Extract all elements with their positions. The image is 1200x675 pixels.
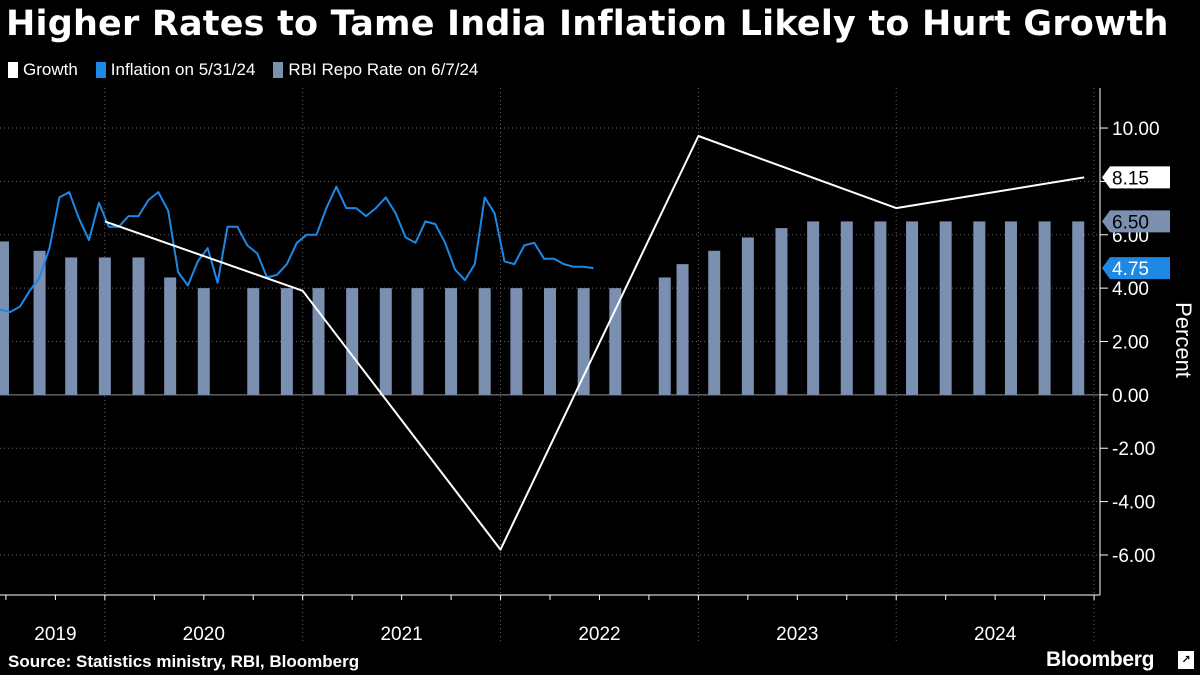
- brand-logo: Bloomberg: [1046, 648, 1155, 671]
- repo-bar: [65, 257, 78, 395]
- legend-item-repo: RBI Repo Rate on 6/7/24: [273, 60, 478, 80]
- repo-bar: [346, 288, 359, 395]
- x-year-label: 2022: [578, 624, 620, 645]
- repo-bar: [840, 221, 853, 395]
- repo-bar: [676, 264, 689, 395]
- value-labels: 8.15 6.50 4.75: [1102, 166, 1170, 280]
- repo-bar: [247, 288, 260, 395]
- growth-line: [104, 135, 1085, 551]
- y-tick-label: -2.00: [1112, 439, 1155, 460]
- y-tick-label: 4.00: [1112, 279, 1149, 300]
- x-year-label: 2021: [380, 624, 422, 645]
- repo-bar: [906, 221, 919, 395]
- repo-bar: [544, 288, 556, 395]
- repo-bar: [312, 288, 325, 395]
- repo-bar: [741, 237, 754, 395]
- repo-bar: [874, 221, 887, 395]
- repo-bar: [33, 250, 46, 395]
- repo-bar: [280, 288, 293, 395]
- repo-bar: [1004, 221, 1017, 395]
- repo-bar: [98, 257, 111, 395]
- legend-label-inflation: Inflation on 5/31/24: [110, 60, 256, 79]
- legend-item-growth: Growth: [8, 60, 78, 80]
- value-tag: 8.15: [1102, 166, 1170, 189]
- repo-bar: [379, 288, 392, 395]
- x-year-label: 2020: [183, 624, 225, 645]
- repo-bar: [775, 228, 788, 395]
- repo-bar: [445, 288, 458, 395]
- y-tick-label: -4.00: [1112, 493, 1155, 514]
- repo-bar: [411, 288, 424, 395]
- legend: Growth Inflation on 5/31/24 RBI Repo Rat…: [8, 60, 478, 80]
- legend-label-repo: RBI Repo Rate on 6/7/24: [288, 60, 479, 79]
- repo-bar: [0, 241, 9, 395]
- series-lines: [0, 135, 1085, 551]
- repo-bar: [164, 277, 177, 395]
- source-note: Source: Statistics ministry, RBI, Bloomb…: [8, 652, 360, 671]
- brand-arrow-icon: ↗: [1178, 651, 1194, 669]
- value-tag-label: 4.75: [1112, 259, 1149, 280]
- x-year-label: 2024: [974, 624, 1017, 645]
- repo-bar: [807, 221, 820, 395]
- repo-bar: [973, 221, 986, 395]
- repo-swatch: [273, 62, 284, 78]
- repo-bar: [1072, 221, 1085, 395]
- repo-bars: [0, 221, 1085, 395]
- repo-bar: [197, 288, 210, 395]
- y-axis-title: Percent: [1171, 302, 1196, 378]
- repo-bar: [609, 288, 622, 395]
- repo-bar: [939, 221, 952, 395]
- chart-title: Higher Rates to Tame India Inflation Lik…: [6, 4, 1169, 44]
- legend-label-growth: Growth: [23, 60, 78, 79]
- x-year-label: 2019: [34, 624, 76, 645]
- value-tag-shape: [1102, 210, 1170, 233]
- growth-swatch: [8, 62, 18, 78]
- y-tick-label: -6.00: [1112, 546, 1155, 567]
- y-tick-label: 2.00: [1112, 333, 1149, 354]
- value-tag-shape: [1102, 257, 1170, 280]
- repo-bar: [132, 257, 145, 395]
- repo-bar: [577, 288, 590, 395]
- value-tag-shape: [1102, 166, 1170, 189]
- value-tag-label: 6.50: [1112, 212, 1149, 233]
- value-tag-label: 8.15: [1112, 168, 1149, 189]
- inflation-line: [0, 185, 594, 314]
- repo-bar: [658, 277, 671, 395]
- value-tag: 6.50: [1102, 210, 1170, 233]
- repo-bar: [510, 288, 523, 395]
- y-tick-label: 0.00: [1112, 386, 1149, 407]
- repo-bar: [708, 250, 721, 395]
- repo-bar: [1038, 221, 1051, 395]
- legend-item-inflation: Inflation on 5/31/24: [95, 60, 256, 80]
- x-year-label: 2023: [776, 624, 818, 645]
- value-tag: 4.75: [1102, 257, 1170, 280]
- y-tick-label: 10.00: [1112, 119, 1160, 140]
- inflation-swatch: [95, 62, 106, 78]
- repo-bar: [478, 288, 491, 395]
